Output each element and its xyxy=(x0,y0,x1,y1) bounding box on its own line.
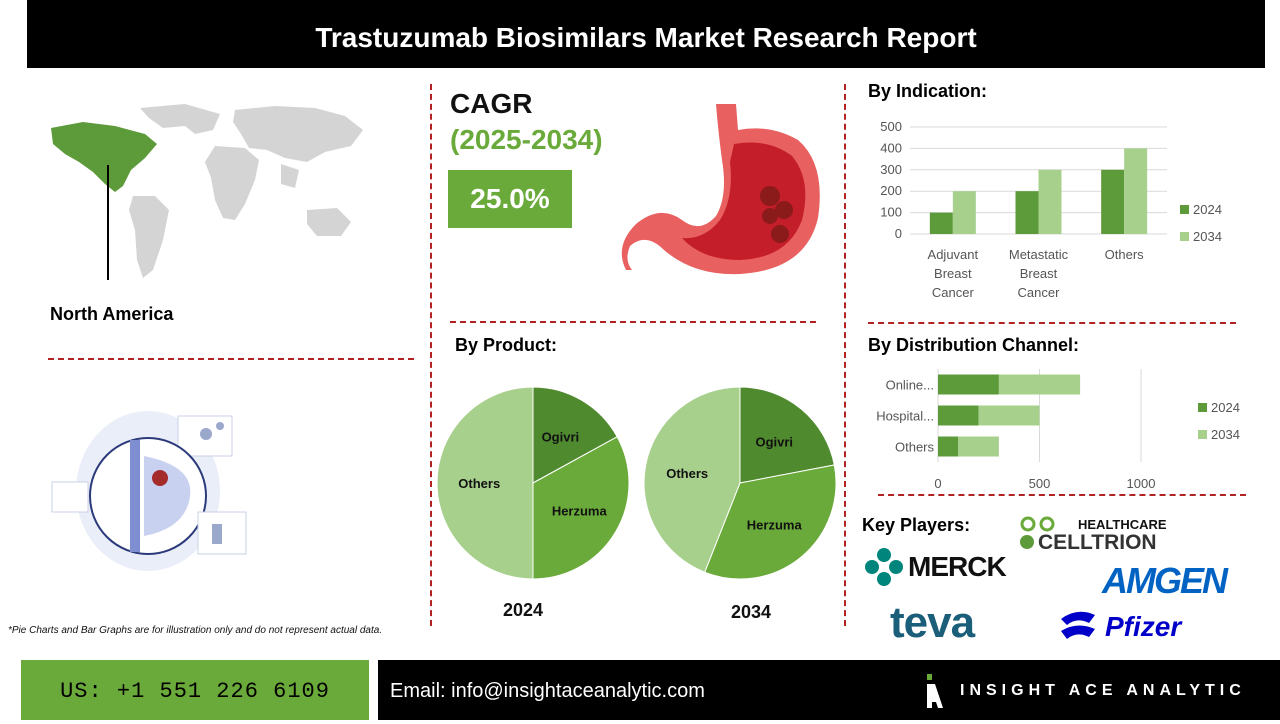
distribution-bar-chart: 0 500 1000 Online... Hospital... Others 2024 20… xyxy=(876,369,1240,491)
pie-label: Others xyxy=(666,466,708,481)
x-tick-label: Cancer xyxy=(932,285,975,300)
bar-2034 xyxy=(952,191,976,234)
x-tick-label: 500 xyxy=(1029,476,1051,491)
pie-slice-others xyxy=(436,386,534,580)
pie-slice-others xyxy=(643,386,741,573)
teva-logo: teva xyxy=(890,598,975,647)
pie-chart-2024: Ogivri Herzuma Others xyxy=(436,386,630,580)
pfizer-logo: Pfizer xyxy=(1055,601,1195,655)
y-tick-label: Others xyxy=(895,440,935,455)
bar-2024 xyxy=(938,405,979,426)
stomach-icon xyxy=(621,104,820,275)
world-map-icon xyxy=(51,104,363,278)
bar-2024 xyxy=(1015,191,1039,234)
bar-2024 xyxy=(1101,169,1125,234)
bar-2034 xyxy=(978,405,1040,426)
merck-logo: MERCK xyxy=(864,546,1007,588)
brand-name: INSIGHT ACE ANALYTIC xyxy=(960,682,1246,699)
bar-2024 xyxy=(938,374,999,395)
legend-swatch xyxy=(1198,403,1207,412)
insightace-logo-icon xyxy=(927,674,943,708)
bar-2024 xyxy=(929,212,953,234)
pfizer-text: Pfizer xyxy=(1105,611,1182,642)
legend-label: 2024 xyxy=(1211,400,1240,415)
pie-slice-herzuma xyxy=(704,464,837,580)
phone-contact[interactable]: US: +1 551 226 6109 xyxy=(21,660,369,720)
pie-label: Herzuma xyxy=(747,517,803,532)
legend-label: 2034 xyxy=(1211,427,1240,442)
divider xyxy=(430,84,432,626)
pie-year-label-2034: 2034 xyxy=(730,602,772,622)
divider xyxy=(450,321,816,323)
divider xyxy=(868,322,1236,324)
pie-slice-herzuma xyxy=(532,436,630,580)
amgen-logo: AMGEN xyxy=(1102,560,1228,601)
region-marker-line xyxy=(107,165,109,280)
pie-label: Ogivri xyxy=(542,430,580,445)
pie-label: Herzuma xyxy=(552,503,608,518)
key-players-title: Key Players: xyxy=(862,515,971,535)
merck-symbol-icon xyxy=(865,548,903,586)
x-tick-label: Adjuvant xyxy=(928,247,979,262)
y-tick-label: Hospital... xyxy=(876,409,934,424)
y-tick-label: 400 xyxy=(880,140,902,155)
celltrion-text: CELLTRION xyxy=(1038,531,1157,554)
pie-year-label-2024: 2024 xyxy=(502,600,544,620)
distribution-section-title: By Distribution Channel: xyxy=(868,335,1079,355)
y-tick-label: 100 xyxy=(880,205,902,220)
product-section-title: By Product: xyxy=(455,335,558,355)
y-tick-label: 200 xyxy=(880,183,902,198)
email-contact[interactable]: Email: info@insightaceanalytic.com xyxy=(390,680,705,702)
y-tick-label: Online... xyxy=(886,378,934,393)
x-tick-label: 0 xyxy=(934,476,941,491)
legend-swatch xyxy=(1180,205,1189,214)
page-title: Trastuzumab Biosimilars Market Research … xyxy=(27,0,1265,68)
region-label: North America xyxy=(50,304,174,324)
divider xyxy=(48,358,414,360)
breast-anatomy-illustration-icon xyxy=(51,411,247,571)
pfizer-swirl-icon xyxy=(1061,611,1095,639)
x-tick-label: Others xyxy=(1105,247,1145,262)
x-tick-label: 1000 xyxy=(1127,476,1156,491)
x-tick-label: Metastatic xyxy=(1009,247,1069,262)
legend-swatch xyxy=(1180,232,1189,241)
y-tick-label: 500 xyxy=(880,119,902,134)
pie-label: Ogivri xyxy=(755,435,793,450)
bar-2034 xyxy=(1124,148,1148,234)
celltrion-logo: HEALTHCARE CELLTRION xyxy=(1020,515,1170,555)
merck-text: MERCK xyxy=(908,551,1007,582)
x-tick-label: Cancer xyxy=(1018,285,1061,300)
cagr-value: 25.0% xyxy=(448,170,572,228)
bar-2034 xyxy=(1038,169,1062,234)
y-tick-label: 0 xyxy=(895,226,902,241)
indication-section-title: By Indication: xyxy=(868,81,988,101)
celltrion-dot-icon xyxy=(1020,535,1034,549)
legend-label: 2034 xyxy=(1193,229,1222,244)
cagr-label: CAGR xyxy=(450,88,533,119)
footer-bar: Email: info@insightaceanalytic.com INSIG… xyxy=(378,660,1280,720)
y-tick-label: 300 xyxy=(880,162,902,177)
indication-bar-chart: 0 100 200 300 400 500 Adjuvant Breast Cancer Meta… xyxy=(880,119,1222,300)
celltrion-circles-icon xyxy=(1020,516,1058,537)
celltrion-healthcare-text: HEALTHCARE xyxy=(1078,517,1167,532)
divider xyxy=(878,494,1246,496)
x-tick-label: Breast xyxy=(934,266,972,281)
pie-chart-2034: Ogivri Herzuma Others xyxy=(643,386,837,580)
cagr-years: (2025-2034) xyxy=(450,124,603,155)
legend-label: 2024 xyxy=(1193,202,1222,217)
x-tick-label: Breast xyxy=(1020,266,1058,281)
legend-swatch xyxy=(1198,430,1207,439)
pie-slice-ogivri xyxy=(739,386,835,484)
bar-2024 xyxy=(938,436,959,457)
bar-2034 xyxy=(998,374,1081,395)
bar-2034 xyxy=(958,436,999,457)
pie-label: Others xyxy=(458,476,500,491)
footnote: *Pie Charts and Bar Graphs are for illus… xyxy=(8,625,383,636)
pie-slice-ogivri xyxy=(532,386,618,484)
divider xyxy=(844,84,846,626)
